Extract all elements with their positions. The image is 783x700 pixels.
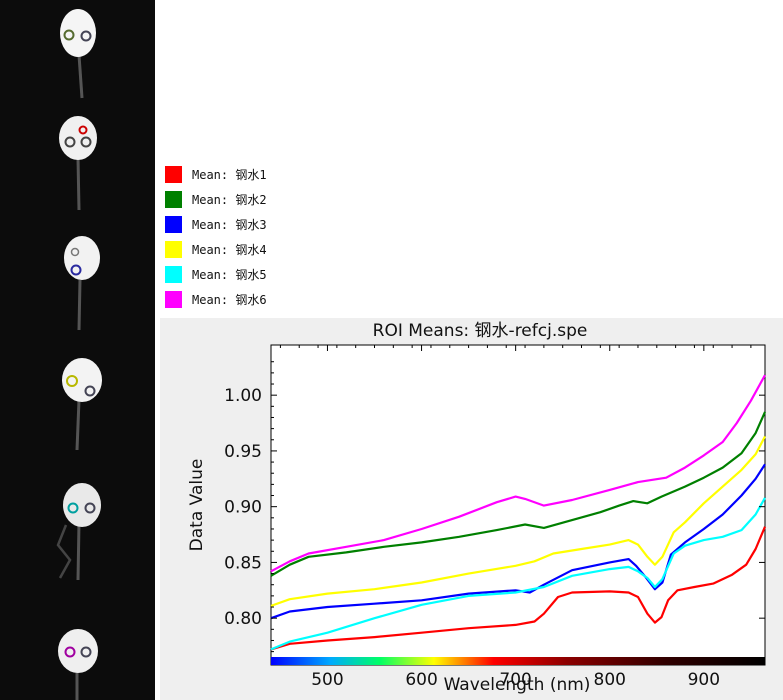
specimen-image-strip [0, 0, 155, 700]
plot-window: ROI Means: 钢水-refcj.spe 500 600 700 800 900 0… [160, 318, 783, 700]
legend-item-4: Mean: 钢水4 [165, 237, 365, 262]
legend-item-3: Mean: 钢水3 [165, 212, 365, 237]
y-tick-label: 0.80 [224, 609, 262, 629]
series-line-5 [270, 497, 766, 651]
y-tick-label: 0.90 [224, 498, 262, 518]
legend-item-6: Mean: 钢水6 [165, 287, 365, 312]
series-line-6 [270, 374, 766, 573]
legend-swatch-6 [165, 291, 182, 308]
specimen-2 [59, 116, 97, 211]
legend-swatch-4 [165, 241, 182, 258]
line-chart: ROI Means: 钢水-refcj.spe 500 600 700 800 900 0… [187, 321, 767, 695]
series-group [270, 374, 767, 651]
specimen-4 [62, 358, 102, 451]
y-tick-label: 0.85 [224, 553, 262, 573]
legend-label-3: Mean: 钢水3 [192, 218, 267, 232]
x-tick-label: 500 [311, 670, 343, 690]
x-tick-label: 900 [688, 670, 720, 690]
legend-swatch-1 [165, 166, 182, 183]
legend-label-1: Mean: 钢水1 [192, 168, 267, 182]
legend-label-4: Mean: 钢水4 [192, 243, 267, 257]
series-line-2 [270, 411, 767, 577]
x-tick-label: 600 [405, 670, 437, 690]
x-axis-label: Wavelength (nm) [444, 675, 591, 695]
y-tick-label: 0.95 [224, 442, 262, 462]
y-axis-label: Data Value [187, 459, 207, 552]
legend-swatch-2 [165, 191, 182, 208]
legend-swatch-3 [165, 216, 182, 233]
specimen-3 [64, 236, 100, 331]
chart-title: ROI Means: 钢水-refcj.spe [373, 321, 588, 341]
specimen-image [0, 0, 155, 700]
series-line-1 [270, 526, 767, 651]
legend-label-5: Mean: 钢水5 [192, 268, 267, 282]
x-tick-label: 800 [594, 670, 626, 690]
series-line-4 [270, 435, 766, 607]
legend-label-6: Mean: 钢水6 [192, 293, 267, 307]
specimen-1 [60, 9, 96, 99]
series-line-3 [270, 463, 766, 620]
chart-legend: Mean: 钢水1 Mean: 钢水2 Mean: 钢水3 Mean: 钢水4 … [165, 162, 365, 312]
legend-item-5: Mean: 钢水5 [165, 262, 365, 287]
legend-item-2: Mean: 钢水2 [165, 187, 365, 212]
legend-label-2: Mean: 钢水2 [192, 193, 267, 207]
plot-area [270, 344, 766, 666]
axis-ticks: 500 600 700 800 900 0.80 0.85 0.90 0.95 1.00 [224, 345, 765, 690]
y-tick-label: 1.00 [224, 386, 262, 406]
specimen-5 [56, 483, 101, 581]
wavelength-color-bar [271, 657, 765, 665]
legend-item-1: Mean: 钢水1 [165, 162, 365, 187]
legend-swatch-5 [165, 266, 182, 283]
specimen-6 [58, 629, 98, 700]
x-tick-label: 700 [499, 670, 531, 690]
